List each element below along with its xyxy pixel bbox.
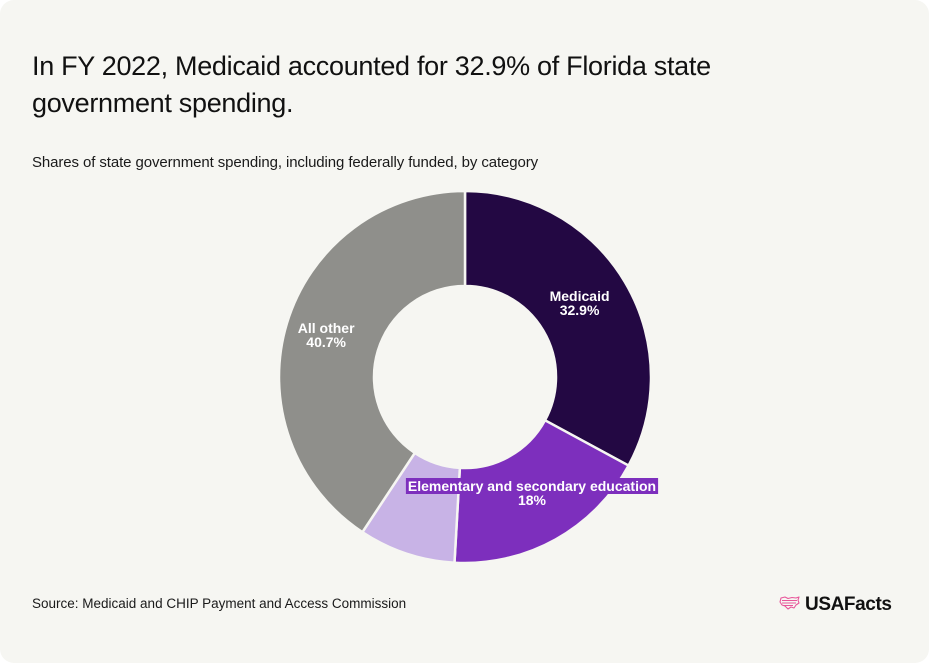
logo-text: USAFacts [805, 594, 892, 615]
donut-slices [277, 189, 653, 565]
slice-all-other[interactable] [277, 189, 467, 534]
chart-title: In FY 2022, Medicaid accounted for 32.9%… [32, 51, 711, 118]
slice-value-label: 18% [518, 492, 547, 508]
source-note: Source: Medicaid and CHIP Payment and Ac… [32, 596, 407, 611]
slice-value-label: 32.9% [560, 302, 600, 318]
slice-category-label: All other [298, 320, 355, 336]
slice-medicaid[interactable] [463, 189, 653, 467]
slice-category-label: Medicaid [550, 288, 610, 304]
slice-value-label: 40.7% [306, 334, 346, 350]
slice-category-label: Elementary and secondary education [408, 478, 656, 494]
label-highlight [405, 478, 659, 494]
chart-subtitle: Shares of state government spending, inc… [32, 154, 539, 171]
us-map-flag-icon [779, 595, 801, 616]
usafacts-logo[interactable]: USAFacts [779, 594, 892, 616]
